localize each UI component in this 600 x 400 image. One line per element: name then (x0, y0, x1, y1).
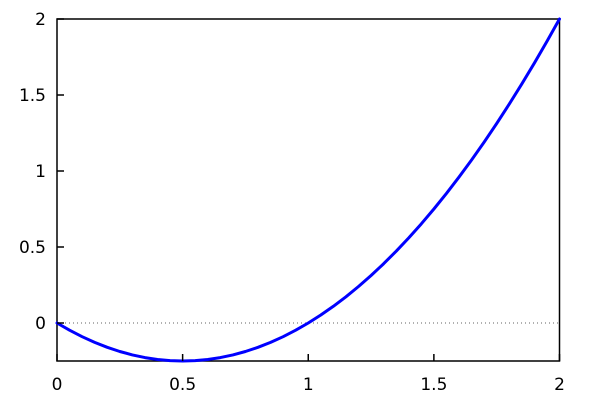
y-tick-label: 1.5 (19, 86, 46, 106)
y-tick-label: 0 (35, 314, 46, 334)
x-tick-label: 1 (303, 375, 314, 395)
x-tick-label: 2 (554, 375, 565, 395)
x-tick-label: 0 (52, 375, 63, 395)
y-tick-label: 2 (35, 10, 46, 30)
x-tick-label: 1.5 (420, 375, 447, 395)
x-tick-label: 0.5 (169, 375, 196, 395)
y-tick-label: 0.5 (19, 238, 46, 258)
series-curve (55, 17, 561, 363)
y-tick-label: 1 (35, 162, 46, 182)
